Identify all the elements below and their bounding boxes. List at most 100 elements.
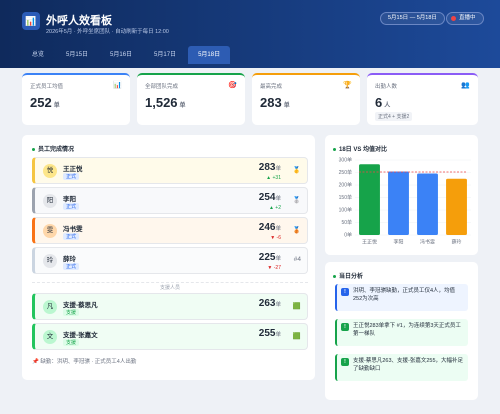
kpi-number: 252 xyxy=(30,95,52,110)
analysis-item: ! 洪玥、李冠骐缺勤，正式员工仅4人，均值252为次高 xyxy=(335,284,468,311)
kpi-card: 全部团队完成 🎯 1,526 单 xyxy=(137,73,245,125)
bar xyxy=(359,164,380,235)
staff-row: 雯冯书雯 正式 246单 ▼ -6 🥉 xyxy=(32,217,308,244)
value-unit: 单 xyxy=(275,226,281,232)
y-tick-label: 300单 xyxy=(339,156,352,163)
panel-title: 员工完成情况 xyxy=(32,144,74,153)
staff-tag: 支援 xyxy=(63,339,80,346)
tab[interactable]: 总览 xyxy=(32,52,45,58)
rank: 🥇 xyxy=(292,167,301,174)
delta: ▼ -6 xyxy=(270,235,281,241)
value-number: 263 xyxy=(258,298,276,309)
kpi-unit: 单 xyxy=(179,103,186,109)
x-tick-label: 冯书雯 xyxy=(420,238,435,245)
value-number: 225 xyxy=(258,252,276,263)
analysis-title: 当日分析 xyxy=(333,271,363,280)
tab[interactable]: 5月18日 xyxy=(188,46,231,64)
value-unit: 单 xyxy=(275,196,281,202)
kpi-number: 283 xyxy=(260,95,282,110)
kpi-value: 252 单 xyxy=(30,95,122,110)
kpi-label: 最高完成 xyxy=(260,84,283,90)
kpi-icon: 📊 xyxy=(113,82,122,89)
bar xyxy=(388,171,409,235)
chart-title: 18日 VS 均值对比 xyxy=(333,144,387,153)
delta: ▲ +31 xyxy=(266,175,281,181)
y-tick-label: 100单 xyxy=(339,206,352,213)
x-tick-label: 薛玲 xyxy=(451,238,461,245)
kpi-label: 全部团队完成 xyxy=(145,84,179,90)
rank: 🥈 xyxy=(292,197,301,204)
subtitle: 2026年5月 · 外呼坐席团队 · 自动刷新于每日 12:00 xyxy=(46,29,169,35)
logo: 📊 xyxy=(22,12,40,30)
item-text: 支援-蔡思凡263、支援-张嘉文255，大幅补足了缺勤缺口 xyxy=(353,358,464,372)
item-icon: ! xyxy=(341,323,349,331)
rank: 🟩 xyxy=(292,333,301,340)
item-icon: ! xyxy=(341,358,349,366)
kpi-number: 6 xyxy=(375,95,383,110)
kpi-icon: 🎯 xyxy=(228,82,237,89)
bar xyxy=(446,178,467,235)
staff-tag: 正式 xyxy=(63,173,80,180)
chart-panel: 18日 VS 均值对比 0单 50单 100单 150单 200单 250单 300单 王正悦… xyxy=(325,135,478,255)
kpi-unit: 单 xyxy=(53,103,60,109)
staff-tag: 正式 xyxy=(63,263,80,270)
avatar: 凡 xyxy=(43,300,57,314)
staff-name: 支援-张嘉文 xyxy=(63,332,98,339)
staff-value: 283单 xyxy=(259,162,281,173)
staff-value: 263单 xyxy=(259,298,281,309)
staff-name: 李阳 xyxy=(63,196,76,203)
title: 外呼人效看板 xyxy=(46,15,112,27)
staff-value: 255单 xyxy=(259,328,281,339)
date-range[interactable]: 5月15日 — 5月18日 xyxy=(380,12,445,25)
value-unit: 单 xyxy=(275,332,281,338)
rank: #4 xyxy=(293,256,301,263)
live-text: 直播中 xyxy=(459,15,476,21)
analysis-item: ! 王正悦283单拿下 #1，为连续第3天正式员工第一梯队 xyxy=(335,319,468,346)
staff-row: 凡支援-蔡思凡 支援 263单 🟩 xyxy=(32,293,308,320)
kpi-label: 出勤人数 xyxy=(375,84,398,90)
x-tick-label: 李阳 xyxy=(393,238,403,245)
value-unit: 单 xyxy=(275,166,281,172)
staff-value: 225单 xyxy=(259,252,281,263)
kpi-card: 正式员工均值 📊 252 单 xyxy=(22,73,130,125)
tab[interactable]: 5月15日 xyxy=(66,52,89,58)
staff-name: 支援-蔡思凡 xyxy=(63,302,98,309)
staff-row: 阳李阳 正式 254单 ▲ +2 🥈 xyxy=(32,187,308,214)
staff-row: 玲薛玲 正式 225单 ▼ -27 #4 xyxy=(32,247,308,274)
value-number: 254 xyxy=(258,192,276,203)
staff-tag: 正式 xyxy=(63,203,80,210)
avatar: 悦 xyxy=(43,164,57,178)
kpi-card: 最高完成 🏆 283 单 xyxy=(252,73,360,125)
delta: ▲ +2 xyxy=(268,205,281,211)
avatar: 阳 xyxy=(43,194,57,208)
kpi-unit: 单 xyxy=(283,103,290,109)
kpi-label: 正式员工均值 xyxy=(30,84,64,90)
avatar: 文 xyxy=(43,330,57,344)
y-tick-label: 0单 xyxy=(344,231,352,238)
avatar: 雯 xyxy=(43,224,57,238)
avatar: 玲 xyxy=(43,254,57,268)
staff-value: 254单 xyxy=(259,192,281,203)
kpi-unit: 人 xyxy=(384,103,391,109)
kpi-value: 283 单 xyxy=(260,95,352,110)
rank: 🟩 xyxy=(292,303,301,310)
item-text: 洪玥、李冠骐缺勤，正式员工仅4人，均值252为次高 xyxy=(353,288,456,302)
kpi-icon: 👥 xyxy=(461,82,470,89)
staff-name: 薛玲 xyxy=(63,256,76,263)
header: 📊 外呼人效看板 2026年5月 · 外呼坐席团队 · 自动刷新于每日 12:0… xyxy=(0,0,500,68)
tab[interactable]: 5月17日 xyxy=(154,52,177,58)
staff-value: 246单 xyxy=(259,222,281,233)
staff-row: 悦王正悦 正式 283单 ▲ +31 🥇 xyxy=(32,157,308,184)
staff-panel: 员工完成情况 支援人员 📌 缺勤：洪玥、李冠骐 · 正式员工4人出勤 悦王正悦正… xyxy=(22,135,315,380)
kpi-note: 正式4 + 支援2 xyxy=(375,112,413,121)
bar xyxy=(417,173,438,235)
analysis-panel: 当日分析 ! 洪玥、李冠骐缺勤，正式员工仅4人，均值252为次高 ! 王正悦283单拿… xyxy=(325,262,478,400)
rank: 🥉 xyxy=(292,227,301,234)
analysis-item: ! 支援-蔡思凡263、支援-张嘉文255，大幅补足了缺勤缺口 xyxy=(335,354,468,381)
staff-name: 王正悦 xyxy=(63,166,83,173)
live-badge[interactable]: 直播中 xyxy=(446,12,484,25)
tab[interactable]: 5月16日 xyxy=(110,52,133,58)
item-icon: ! xyxy=(341,288,349,296)
